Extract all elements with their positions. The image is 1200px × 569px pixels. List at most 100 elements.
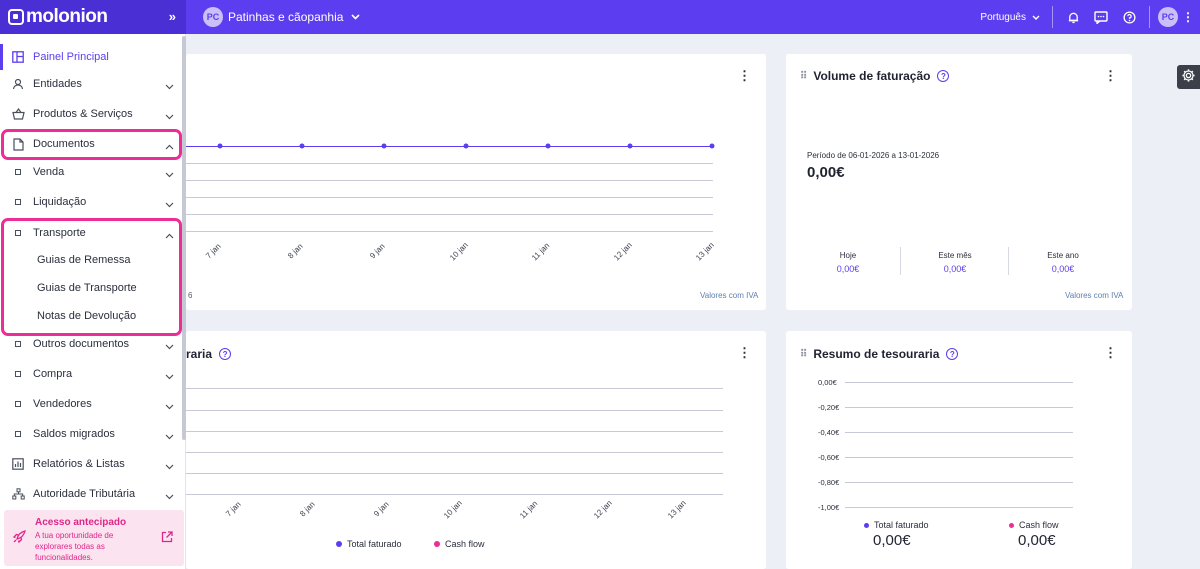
rocket-icon (12, 530, 26, 547)
sidebar-scrollbar[interactable] (182, 36, 186, 440)
sidebar-item-saldos-migrados[interactable]: Saldos migrados (0, 421, 182, 447)
cash-flow-value: 0,00€ (1018, 532, 1056, 549)
chevron-down-icon (165, 167, 174, 181)
gridline (186, 163, 713, 164)
period-label: Período de 06-01-2026 a 13-01-2026 (807, 151, 940, 160)
sidebar-item-label: Compra (33, 368, 73, 380)
y-tick-label: -0,20€ (818, 403, 840, 412)
data-point (709, 143, 715, 149)
y-tick-label: -0,80€ (818, 478, 840, 487)
sidebar-item-transporte[interactable]: Transporte (0, 220, 182, 246)
gridline (186, 410, 723, 411)
x-tick-label: 7 jan (204, 241, 223, 261)
vat-note: Valores com IVA (1065, 291, 1124, 300)
sidebar-item-documentos[interactable]: Documentos (0, 131, 182, 157)
sidebar-item-produtos-servicos[interactable]: Produtos & Serviços (0, 101, 182, 127)
card-chart-top-left: ⋮ 7 jan 8 jan 9 jan 10 jan 11 jan 12 jan… (186, 54, 766, 310)
sidebar-item-painel-principal[interactable]: Painel Principal (0, 44, 182, 70)
gridline (845, 407, 1073, 408)
x-tick-label: 9 jan (368, 241, 387, 261)
help-icon[interactable]: ? (219, 348, 232, 360)
card-menu-button[interactable]: ⋮ (738, 68, 751, 83)
dashboard-icon (10, 51, 26, 63)
sidebar-item-compra[interactable]: Compra (0, 361, 182, 387)
chevron-down-icon (165, 459, 174, 473)
sidebar-item-venda[interactable]: Venda (0, 159, 182, 185)
chevron-down-icon (165, 79, 174, 93)
card-menu-button[interactable]: ⋮ (738, 345, 751, 360)
network-icon (10, 488, 26, 500)
square-bullet-icon (10, 230, 26, 236)
x-tick-label: 10 jan (448, 240, 470, 263)
divider (900, 247, 901, 275)
gear-icon (1181, 68, 1196, 86)
sidebar-subitem-guias-transporte[interactable]: Guias de Transporte (37, 282, 137, 294)
card-header: ⠿ Resumo de tesouraria ? (800, 347, 959, 361)
chevron-down-icon (351, 12, 361, 22)
card-header: raria ? (186, 347, 232, 361)
sidebar-item-outros-documentos[interactable]: Outros documentos (0, 331, 182, 357)
sidebar-subitem-notas-devolucao[interactable]: Notas de Devolução (37, 310, 137, 322)
sidebar-item-label: Painel Principal (33, 51, 109, 63)
bell-icon[interactable] (1059, 11, 1087, 24)
help-icon[interactable]: ? (946, 348, 959, 360)
drag-handle-icon[interactable]: ⠿ (800, 70, 807, 82)
legend-label: Cash flow (1019, 520, 1059, 530)
external-link-icon[interactable] (161, 531, 173, 546)
drag-handle-icon[interactable]: ⠿ (800, 348, 807, 360)
x-tick-label: 8 jan (298, 499, 317, 519)
data-point (463, 143, 469, 149)
x-tick-label: 12 jan (612, 240, 634, 263)
divider (1052, 6, 1053, 28)
x-tick-label: 8 jan (286, 241, 305, 261)
early-access-banner[interactable]: Acesso antecipado A tua oportunidade de … (4, 510, 184, 566)
gridline (186, 431, 723, 432)
chevron-up-icon (165, 228, 174, 242)
square-bullet-icon (10, 401, 26, 407)
document-icon (10, 137, 26, 151)
settings-button[interactable] (1177, 65, 1200, 89)
promo-text: A tua oportunidade de explorares todas a… (35, 531, 114, 562)
sidebar-item-autoridade-tributaria[interactable]: Autoridade Tributária (0, 481, 182, 507)
vat-note: Valores com IVA (700, 291, 759, 300)
sidebar-item-liquidacao[interactable]: Liquidação (0, 189, 182, 215)
legend-dot (1009, 522, 1014, 528)
gridline (186, 452, 723, 453)
user-avatar: PC (1158, 7, 1178, 27)
collapse-sidebar-button[interactable]: » (168, 9, 176, 24)
help-icon[interactable]: ? (937, 70, 950, 82)
card-title: Resumo de tesouraria (813, 347, 940, 361)
chevron-up-icon (165, 139, 174, 153)
series-line (186, 146, 713, 147)
help-icon[interactable] (1115, 10, 1143, 24)
card-title: Volume de faturação (813, 69, 931, 83)
total-faturado-value: 0,00€ (873, 532, 911, 549)
company-selector[interactable]: PC Patinhas e cãopanhia (203, 7, 361, 27)
legend-total-faturado[interactable]: Total faturado (336, 539, 402, 549)
legend-total-faturado[interactable]: Total faturado (864, 520, 929, 530)
chevron-down-icon (165, 489, 174, 503)
sidebar: Painel Principal Entidades Produtos & Se… (0, 34, 186, 569)
sidebar-item-vendedores[interactable]: Vendedores (0, 391, 182, 417)
sidebar-item-label: Outros documentos (33, 338, 129, 350)
gridline (845, 382, 1073, 383)
chevron-down-icon (165, 369, 174, 383)
language-selector[interactable]: Português (980, 12, 1052, 23)
sidebar-item-entidades[interactable]: Entidades (0, 71, 182, 97)
legend-cash-flow[interactable]: Cash flow (1009, 520, 1059, 530)
card-menu-button[interactable]: ⋮ (1104, 68, 1117, 83)
sidebar-subitem-guias-remessa[interactable]: Guias de Remessa (37, 254, 131, 266)
square-bullet-icon (10, 169, 26, 175)
chat-icon[interactable] (1087, 10, 1115, 24)
sidebar-item-label: Entidades (33, 78, 82, 90)
legend-cash-flow[interactable]: Cash flow (434, 539, 485, 549)
total-value: 0,00€ (807, 164, 845, 181)
sidebar-item-relatorios-listas[interactable]: Relatórios & Listas (0, 451, 182, 477)
card-menu-button[interactable]: ⋮ (1104, 345, 1117, 360)
y-tick-label: -0,60€ (818, 453, 840, 462)
sidebar-item-label: Saldos migrados (33, 428, 115, 440)
footer-fragment: 6 (188, 291, 193, 300)
user-menu[interactable]: PC ⋮ (1158, 7, 1194, 27)
x-tick-label: 7 jan (224, 499, 243, 519)
brand-logo[interactable]: molonion (26, 6, 108, 27)
